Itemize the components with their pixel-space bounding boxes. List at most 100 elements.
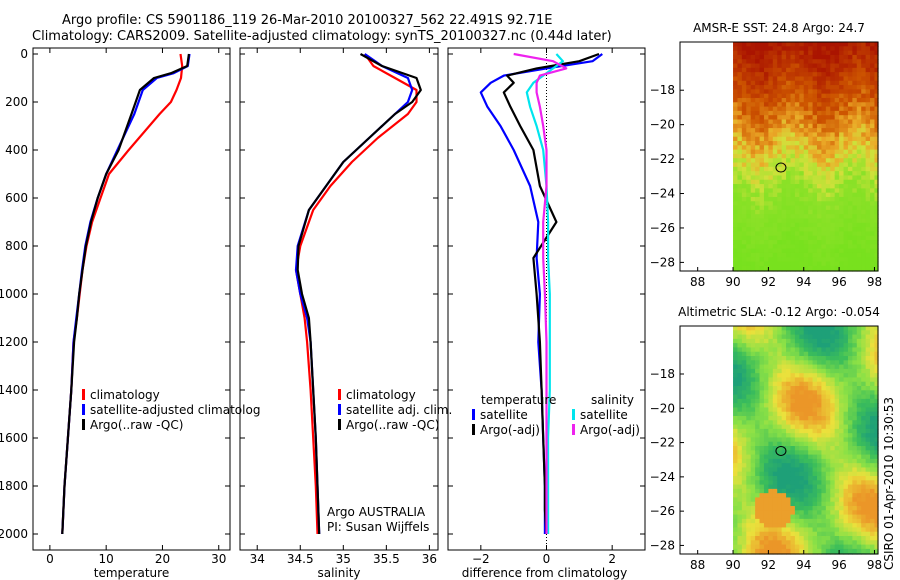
x-tick-label: 0 bbox=[46, 552, 54, 566]
x-tick-label: 34 bbox=[250, 552, 265, 566]
legend-label: satellite bbox=[580, 408, 628, 422]
x-tick-label: 0 bbox=[543, 552, 551, 566]
legend-label: Argo(..raw -QC) bbox=[346, 418, 439, 432]
argo-position-marker bbox=[775, 445, 787, 456]
y-tick-label: −26 bbox=[650, 504, 675, 518]
legend-swatch bbox=[82, 389, 85, 400]
y-tick-label: 0 bbox=[20, 47, 28, 61]
y-tick-label: 1000 bbox=[0, 287, 28, 301]
x-tick-label: 88 bbox=[690, 558, 705, 572]
salinity-axes-frame bbox=[239, 47, 439, 551]
y-tick-label: 1600 bbox=[0, 431, 28, 445]
legend-swatch bbox=[338, 419, 341, 430]
x-tick-label: 30 bbox=[211, 552, 226, 566]
y-tick-label: 600 bbox=[5, 191, 28, 205]
legend-label: climatology bbox=[346, 388, 416, 402]
legend-swatch bbox=[338, 389, 341, 400]
argo-position-marker bbox=[775, 162, 787, 173]
legend-swatch bbox=[472, 424, 475, 435]
series-line-argo-raw-qc- bbox=[296, 53, 422, 535]
y-tick-label: −28 bbox=[650, 538, 675, 552]
figure-title-line1: Argo profile: CS 5901186_119 26-Mar-2010… bbox=[62, 13, 553, 28]
x-tick-label: 20 bbox=[155, 552, 170, 566]
map-frame bbox=[679, 325, 879, 555]
x-tick-label: 96 bbox=[831, 275, 846, 289]
legend-label: Argo(..raw -QC) bbox=[90, 418, 183, 432]
x-tick-label: 90 bbox=[725, 558, 740, 572]
x-tick-label: 94 bbox=[796, 558, 811, 572]
y-tick-label: −20 bbox=[650, 401, 675, 415]
map-raster bbox=[733, 42, 879, 272]
x-tick-label: 92 bbox=[761, 558, 776, 572]
series-line-climatology bbox=[294, 53, 418, 535]
x-tick-label: 90 bbox=[725, 275, 740, 289]
annotation-text: Argo AUSTRALIA bbox=[327, 505, 426, 519]
temperature-axes-frame bbox=[32, 47, 231, 551]
y-tick-label: 800 bbox=[5, 239, 28, 253]
series-line-argo-raw-qc- bbox=[61, 53, 190, 535]
legend-header: salinity bbox=[591, 393, 634, 407]
y-tick-label: 400 bbox=[5, 143, 28, 157]
sla_map-panel: Altimetric SLA: -0.12 Argo: -0.054 88 90 92… bbox=[650, 305, 882, 572]
y-tick-label: −24 bbox=[650, 470, 675, 484]
series-line-satellite-adjusted-climatolog bbox=[61, 53, 191, 535]
y-tick-label: −18 bbox=[650, 83, 675, 97]
timestamp-label: CSIRO 01-Apr-2010 10:30:53 bbox=[882, 397, 896, 570]
y-tick-label: −22 bbox=[650, 152, 675, 166]
y-tick-label: −28 bbox=[650, 255, 675, 269]
map-frame bbox=[679, 41, 879, 272]
y-tick-label: −24 bbox=[650, 187, 675, 201]
legend-header: temperature bbox=[481, 393, 556, 407]
map-raster bbox=[733, 326, 879, 555]
y-tick-label: 1800 bbox=[0, 479, 28, 493]
legend-label: Argo(-adj) bbox=[480, 423, 540, 437]
y-tick-label: −22 bbox=[650, 436, 675, 450]
salinity-panel: 34 34.5 35 35.5 36 salinity climatologysatelli… bbox=[239, 47, 452, 580]
x-tick-label: 88 bbox=[690, 275, 705, 289]
legend-swatch bbox=[572, 424, 575, 435]
y-tick-label: −20 bbox=[650, 118, 675, 132]
legend-label: satellite-adjusted climatolog bbox=[90, 403, 260, 417]
x-tick-label: 92 bbox=[761, 275, 776, 289]
legend-label: climatology bbox=[90, 388, 160, 402]
legend-label: satellite adj. clim. bbox=[346, 403, 452, 417]
x-tick-label: 96 bbox=[831, 558, 846, 572]
x-tick-label: 10 bbox=[99, 552, 114, 566]
x-tick-label: 98 bbox=[867, 275, 882, 289]
y-tick-label: −26 bbox=[650, 221, 675, 235]
series-line-salinity-argo-adj- bbox=[513, 52, 568, 534]
figure-title-line2: Climatology: CARS2009. Satellite-adjuste… bbox=[32, 29, 612, 44]
temperature-panel: 0 10 20 30 0 200 400 600 800 1000 1200 1400 1600 1800… bbox=[0, 47, 260, 580]
legend-swatch bbox=[472, 409, 475, 420]
x-tick-label: 94 bbox=[796, 275, 811, 289]
annotation-text: PI: Susan Wijffels bbox=[327, 520, 429, 534]
x-tick-label: 34.5 bbox=[287, 552, 314, 566]
y-tick-label: 1200 bbox=[0, 335, 28, 349]
legend-label: Argo(-adj) bbox=[580, 423, 640, 437]
x-tick-label: 35.5 bbox=[373, 552, 400, 566]
x-tick-label: 35 bbox=[336, 552, 351, 566]
x-axis-label: salinity bbox=[317, 566, 360, 580]
x-tick-label: −2 bbox=[472, 552, 490, 566]
y-tick-label: 2000 bbox=[0, 527, 28, 541]
sst_map-panel: AMSR-E SST: 24.8 Argo: 24.7 88 90 92 94 96 98 −… bbox=[650, 21, 882, 289]
legend-swatch bbox=[338, 404, 341, 415]
legend-swatch bbox=[82, 404, 85, 415]
legend-swatch bbox=[572, 409, 575, 420]
x-tick-label: 2 bbox=[608, 552, 616, 566]
series-line-temperature-satellite bbox=[479, 53, 603, 534]
y-tick-label: 200 bbox=[5, 95, 28, 109]
legend-label: satellite bbox=[480, 408, 528, 422]
map-title: Altimetric SLA: -0.12 Argo: -0.054 bbox=[678, 305, 880, 319]
series-line-temperature-argo-adj- bbox=[502, 52, 600, 535]
x-tick-label: 36 bbox=[422, 552, 437, 566]
y-tick-label: 1400 bbox=[0, 383, 28, 397]
legend-swatch bbox=[82, 419, 85, 430]
map-title: AMSR-E SST: 24.8 Argo: 24.7 bbox=[693, 21, 865, 35]
x-axis-label: temperature bbox=[94, 566, 169, 580]
x-tick-label: 98 bbox=[867, 558, 882, 572]
x-axis-label: difference from climatology bbox=[462, 566, 628, 580]
y-tick-label: −18 bbox=[650, 367, 675, 381]
